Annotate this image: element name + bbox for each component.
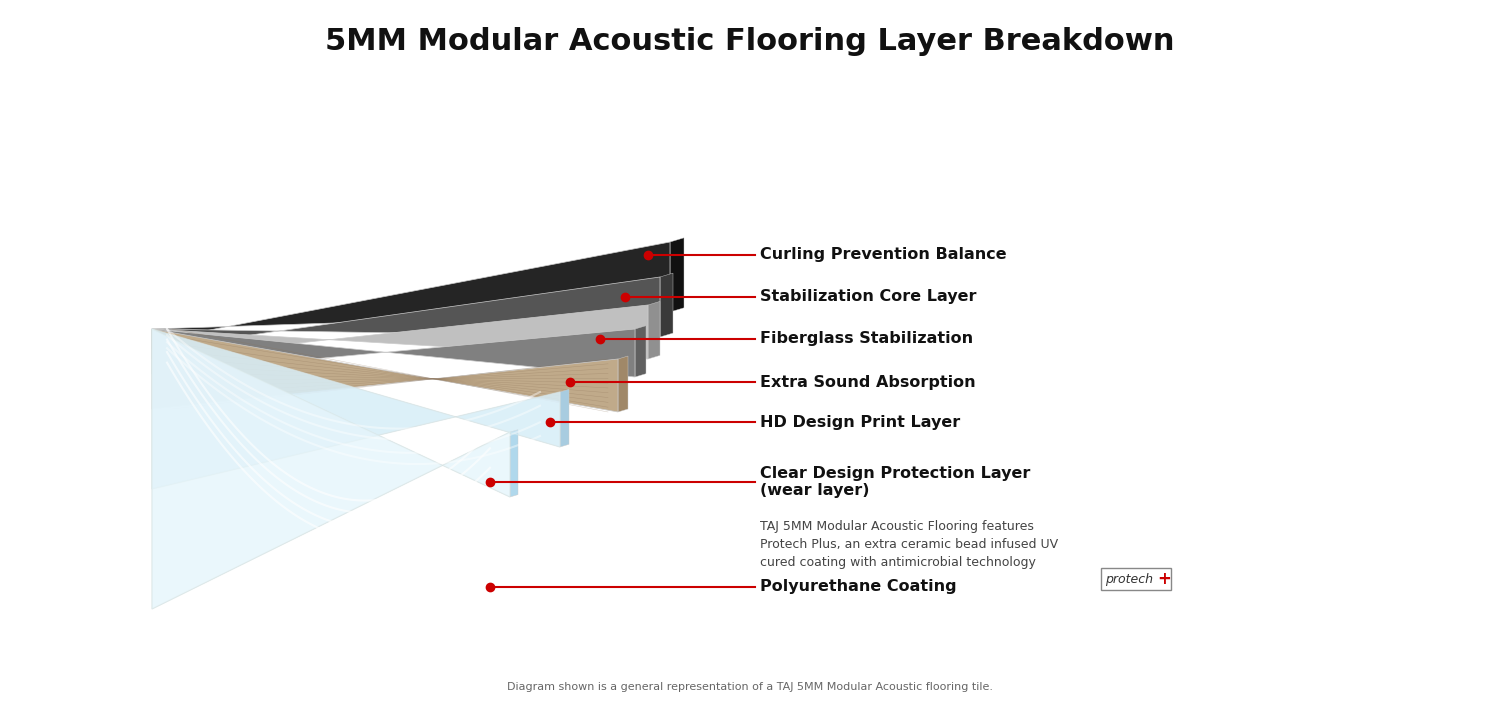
Polygon shape	[670, 238, 684, 312]
Polygon shape	[152, 305, 648, 359]
Polygon shape	[152, 329, 618, 412]
Polygon shape	[618, 356, 628, 412]
Polygon shape	[560, 389, 568, 447]
Text: Extra Sound Absorption: Extra Sound Absorption	[760, 374, 975, 389]
Text: Fiberglass Stabilization: Fiberglass Stabilization	[760, 331, 974, 346]
Text: HD Design Print Layer: HD Design Print Layer	[760, 414, 960, 429]
Polygon shape	[152, 329, 560, 489]
Text: Clear Design Protection Layer
(wear layer): Clear Design Protection Layer (wear laye…	[760, 466, 1030, 498]
Text: TAJ 5MM Modular Acoustic Flooring features
Protech Plus, an extra ceramic bead i: TAJ 5MM Modular Acoustic Flooring featur…	[760, 520, 1058, 569]
Text: Stabilization Core Layer: Stabilization Core Layer	[760, 290, 976, 305]
Text: Curling Prevention Balance: Curling Prevention Balance	[760, 247, 1006, 262]
Text: 5MM Modular Acoustic Flooring Layer Breakdown: 5MM Modular Acoustic Flooring Layer Brea…	[326, 27, 1174, 56]
Text: protech: protech	[1106, 572, 1154, 586]
Polygon shape	[152, 329, 560, 489]
Polygon shape	[152, 277, 660, 349]
Text: Polyurethane Coating: Polyurethane Coating	[760, 579, 957, 594]
Polygon shape	[510, 429, 518, 497]
Polygon shape	[152, 242, 670, 341]
Polygon shape	[152, 329, 510, 609]
Text: Diagram shown is a general representation of a TAJ 5MM Modular Acoustic flooring: Diagram shown is a general representatio…	[507, 682, 993, 692]
Text: +: +	[1156, 570, 1172, 588]
Polygon shape	[648, 301, 660, 359]
Polygon shape	[660, 273, 674, 337]
Polygon shape	[634, 326, 646, 377]
Polygon shape	[152, 329, 634, 377]
Polygon shape	[152, 329, 510, 609]
